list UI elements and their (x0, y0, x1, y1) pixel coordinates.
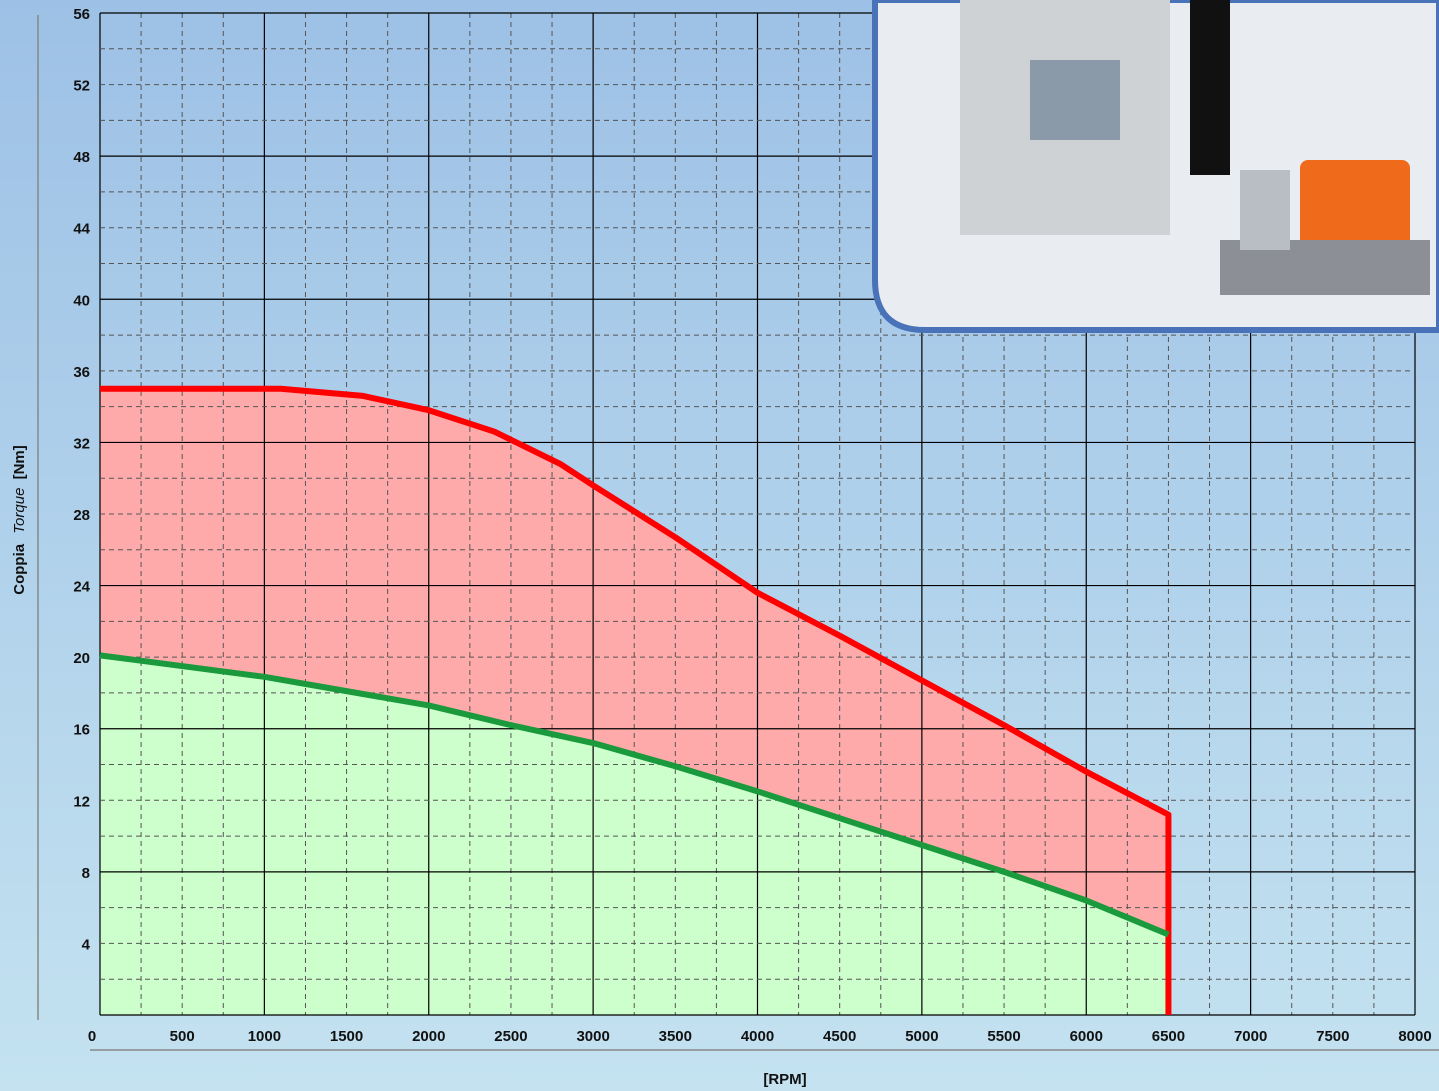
x-tick-label: 5500 (987, 1028, 1020, 1045)
chart: [RPM] Coppia Torque [Nm] 0 500 1000 1500 200… (0, 0, 1439, 1091)
y-tick-label: 44 (73, 221, 90, 238)
x-tick-label: 3000 (576, 1028, 609, 1045)
x-tick-label: 2000 (412, 1028, 445, 1045)
x-tick-label: 2500 (494, 1028, 527, 1045)
y-tick-label: 40 (73, 292, 90, 309)
y-tick-label: 56 (73, 6, 90, 23)
x-tick-label: 500 (170, 1028, 195, 1045)
y-tick-label: 16 (73, 722, 90, 739)
y-tick-label: 24 (73, 579, 90, 596)
y-tick-label: 4 (82, 936, 91, 953)
y-label-part: [Nm] (11, 445, 28, 479)
y-tick-label: 8 (82, 865, 90, 882)
x-axis-label: [RPM] (763, 1071, 806, 1088)
x-tick-label: 5000 (905, 1028, 938, 1045)
x-tick-label: 7000 (1234, 1028, 1267, 1045)
x-tick-label: 8000 (1398, 1028, 1431, 1045)
y-tick-label: 28 (73, 507, 90, 524)
x-tick-label: 0 (88, 1028, 96, 1045)
y-axis-label: Coppia Torque [Nm] (11, 445, 28, 595)
x-tick-label: 3500 (659, 1028, 692, 1045)
y-label-part: Coppia (11, 543, 28, 594)
x-tick-label: 1000 (248, 1028, 281, 1045)
x-tick-label: 4500 (823, 1028, 856, 1045)
x-tick-label: 4000 (741, 1028, 774, 1045)
y-tick-label: 12 (73, 793, 90, 810)
y-tick-label: 20 (73, 650, 90, 667)
x-tick-label: 6000 (1070, 1028, 1103, 1045)
y-tick-label: 32 (73, 435, 90, 452)
x-tick-label: 6500 (1152, 1028, 1185, 1045)
y-tick-label: 52 (73, 78, 90, 95)
y-tick-label: 36 (73, 364, 90, 381)
product-photo (875, 0, 1439, 330)
x-tick-label: 7500 (1316, 1028, 1349, 1045)
x-tick-label: 1500 (330, 1028, 363, 1045)
y-tick-label: 48 (73, 149, 90, 166)
y-label-part: Torque (11, 488, 28, 534)
